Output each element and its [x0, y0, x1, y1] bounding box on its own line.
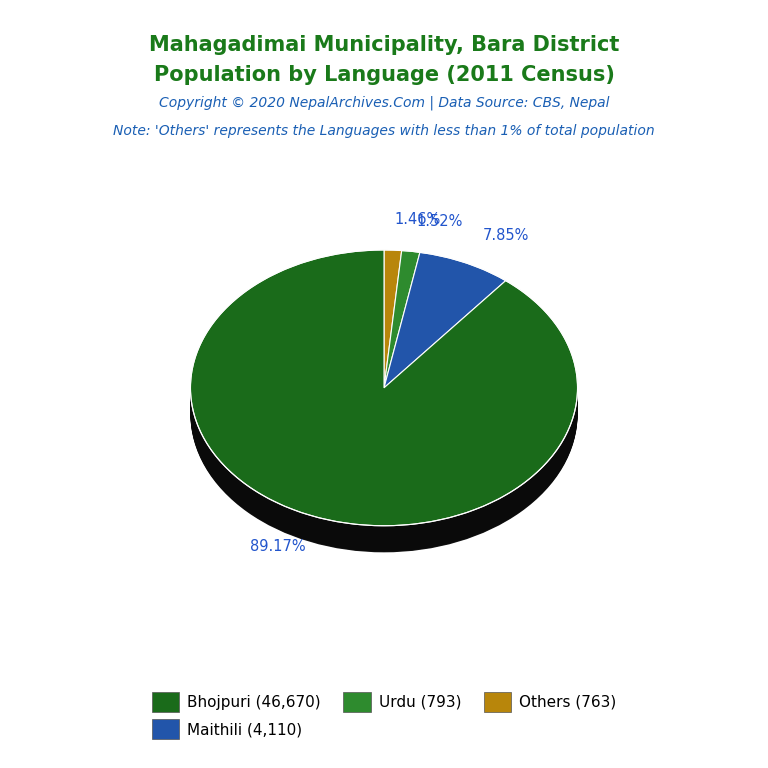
Ellipse shape	[190, 274, 578, 550]
Ellipse shape	[190, 272, 578, 548]
Ellipse shape	[190, 265, 578, 541]
Polygon shape	[384, 250, 420, 388]
Ellipse shape	[190, 250, 578, 526]
Ellipse shape	[190, 262, 578, 538]
Text: 1.52%: 1.52%	[417, 214, 463, 229]
Text: 7.85%: 7.85%	[483, 227, 530, 243]
Ellipse shape	[190, 257, 578, 532]
Ellipse shape	[190, 255, 578, 531]
Ellipse shape	[190, 270, 578, 546]
Ellipse shape	[190, 264, 578, 540]
Ellipse shape	[190, 275, 578, 551]
Ellipse shape	[190, 260, 578, 536]
Ellipse shape	[190, 253, 578, 529]
Text: 1.46%: 1.46%	[395, 212, 441, 227]
Ellipse shape	[190, 255, 578, 531]
Legend: Bhojpuri (46,670), Maithili (4,110), Urdu (793), Others (763): Bhojpuri (46,670), Maithili (4,110), Urd…	[146, 686, 622, 745]
Ellipse shape	[190, 273, 578, 549]
Ellipse shape	[190, 258, 578, 534]
Ellipse shape	[190, 266, 578, 541]
Ellipse shape	[190, 253, 578, 528]
Ellipse shape	[190, 250, 578, 526]
Text: Mahagadimai Municipality, Bara District: Mahagadimai Municipality, Bara District	[149, 35, 619, 55]
Ellipse shape	[190, 275, 578, 551]
Ellipse shape	[190, 263, 578, 538]
Ellipse shape	[190, 271, 578, 547]
Ellipse shape	[190, 261, 578, 537]
Ellipse shape	[190, 273, 578, 548]
Ellipse shape	[190, 259, 578, 535]
Text: Population by Language (2011 Census): Population by Language (2011 Census)	[154, 65, 614, 85]
Ellipse shape	[190, 251, 578, 527]
Ellipse shape	[190, 260, 578, 536]
Ellipse shape	[190, 269, 578, 545]
Ellipse shape	[190, 276, 578, 552]
Text: Note: 'Others' represents the Languages with less than 1% of total population: Note: 'Others' represents the Languages …	[113, 124, 655, 138]
Ellipse shape	[190, 276, 578, 551]
Ellipse shape	[190, 254, 578, 530]
Polygon shape	[384, 250, 402, 388]
Ellipse shape	[190, 268, 578, 544]
Ellipse shape	[190, 267, 578, 543]
Ellipse shape	[190, 256, 578, 531]
Polygon shape	[190, 250, 578, 526]
Ellipse shape	[190, 263, 578, 539]
Ellipse shape	[190, 260, 578, 535]
Ellipse shape	[190, 265, 578, 541]
Text: 89.17%: 89.17%	[250, 539, 305, 554]
Polygon shape	[384, 253, 506, 388]
Ellipse shape	[190, 252, 578, 528]
Text: Copyright © 2020 NepalArchives.Com | Data Source: CBS, Nepal: Copyright © 2020 NepalArchives.Com | Dat…	[159, 96, 609, 111]
Ellipse shape	[190, 257, 578, 533]
Ellipse shape	[190, 270, 578, 546]
Ellipse shape	[190, 266, 578, 542]
Ellipse shape	[190, 270, 578, 545]
